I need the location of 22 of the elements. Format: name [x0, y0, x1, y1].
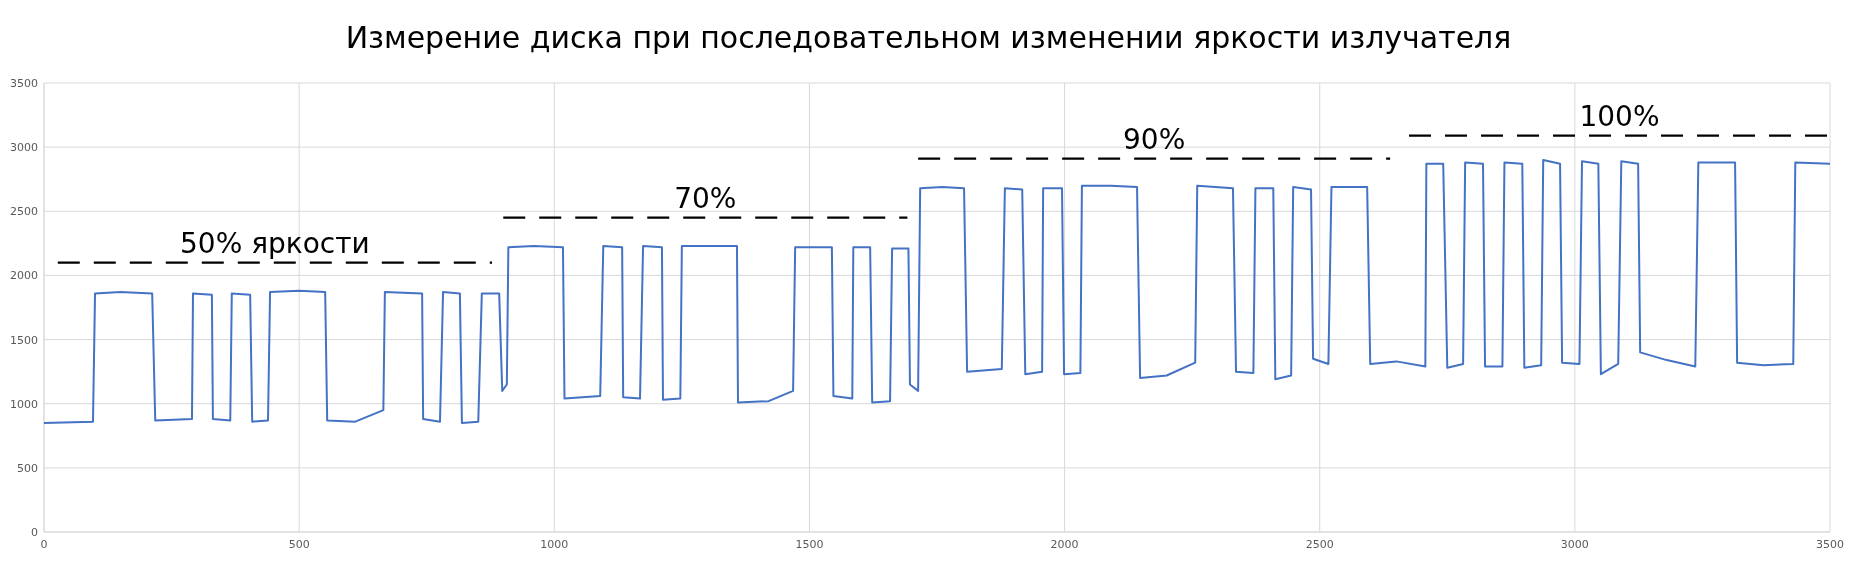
- y-tick-label: 500: [17, 461, 38, 475]
- y-tick-label: 1500: [10, 333, 38, 347]
- series-label: 90%: [1123, 122, 1186, 156]
- series-label: 50% яркости: [180, 226, 370, 260]
- line-series: [43, 158, 1831, 424]
- chart-title: Измерение диска при последовательном изменении яркости излучателя: [345, 20, 1512, 55]
- y-tick-label: 2500: [10, 205, 38, 219]
- x-tick-label: 2500: [1305, 538, 1334, 551]
- series-label: 100%: [1579, 99, 1660, 133]
- y-tick-label: 2000: [10, 269, 38, 283]
- y-tick-label: 1000: [10, 397, 38, 411]
- y-tick-label: 3500: [10, 77, 38, 90]
- y-tick-label: 0: [31, 526, 38, 539]
- x-tick-label: 1500: [795, 538, 824, 551]
- x-tick-label: 1000: [540, 538, 569, 551]
- x-tick-label: 0: [40, 538, 48, 551]
- x-tick-label: 500: [288, 538, 310, 551]
- y-tick-label: 3000: [10, 141, 38, 155]
- x-tick-label: 2000: [1050, 538, 1079, 551]
- x-tick-label: 3500: [1816, 538, 1844, 551]
- series-label: 70%: [674, 181, 737, 215]
- x-tick-label: 3000: [1560, 538, 1589, 551]
